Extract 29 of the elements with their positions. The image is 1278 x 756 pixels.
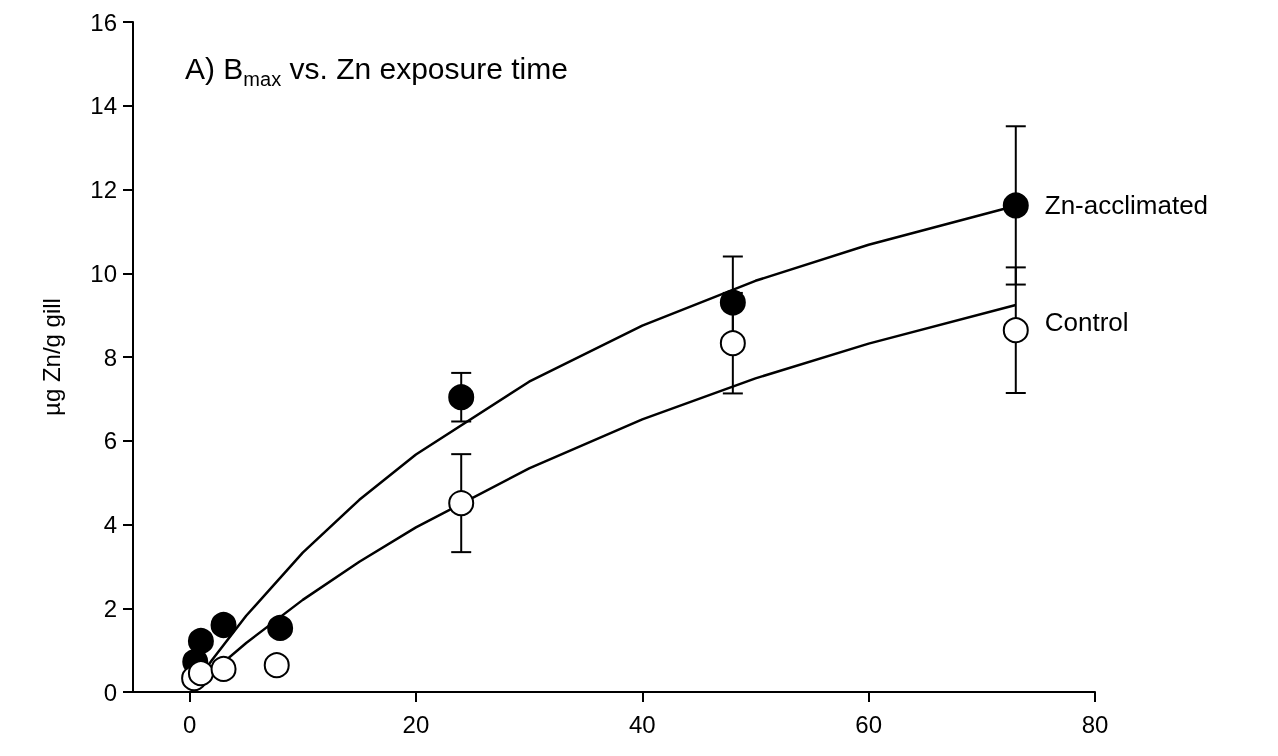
- y-tick-label: 6: [103, 427, 117, 455]
- point: [210, 612, 237, 638]
- y-tick-label: 2: [103, 594, 117, 622]
- point: [719, 330, 746, 357]
- x-tick-label: 80: [1081, 710, 1109, 738]
- y-tick-label: 16: [90, 8, 117, 36]
- point: [267, 614, 294, 641]
- y-tick-label: 4: [103, 511, 117, 538]
- y-tick-label: 8: [103, 343, 117, 371]
- x-tick-label: 0: [182, 710, 197, 738]
- x-tick-label: 40: [628, 710, 656, 738]
- point: [448, 384, 475, 411]
- y-tick-label: 10: [90, 259, 117, 287]
- x-tick-label: 60: [855, 710, 882, 738]
- point: [210, 655, 237, 682]
- point: [1002, 317, 1029, 344]
- point: [448, 490, 475, 517]
- x-tick-label: 20: [402, 710, 430, 738]
- y-tick-label: 14: [90, 92, 117, 120]
- y-tick-label: 12: [90, 176, 117, 203]
- point: [187, 627, 214, 654]
- point: [187, 660, 214, 687]
- y-tick-label: 0: [103, 678, 117, 706]
- series-label: Control: [1044, 307, 1129, 338]
- y-axis-title: µg Zn/g gill: [37, 298, 65, 416]
- point: [1002, 192, 1029, 219]
- point: [263, 652, 290, 679]
- point: [719, 289, 746, 316]
- series-label: Zn-acclimated: [1044, 190, 1209, 221]
